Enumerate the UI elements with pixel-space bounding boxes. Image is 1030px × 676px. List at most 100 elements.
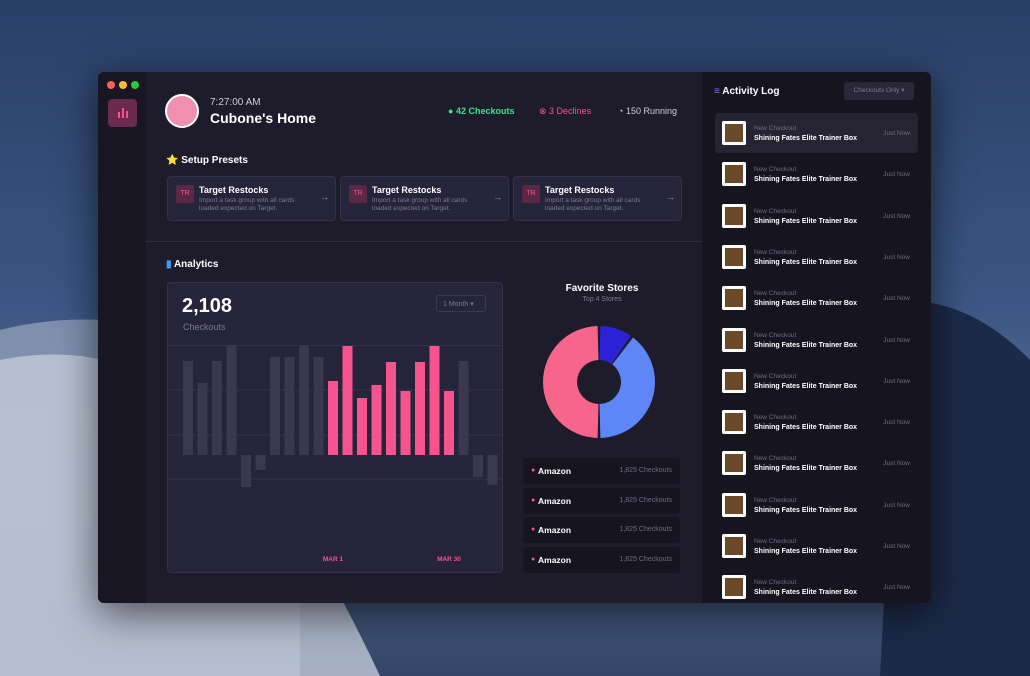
donut-segment — [599, 326, 631, 364]
item-product: Shining Fates Elite Trainer Box — [754, 176, 858, 184]
close[interactable] — [107, 81, 115, 89]
item-time: Just Now — [883, 212, 910, 220]
home-title: Cubone's Home — [210, 110, 317, 126]
thumbnail — [722, 286, 746, 311]
arrow: → — [666, 192, 675, 202]
donut-chart — [542, 326, 655, 438]
preset-title: Target Restocks — [372, 185, 442, 195]
store-count: 1,825 Checkouts — [619, 555, 672, 563]
stat-text: 42 Checkouts — [455, 106, 515, 116]
minimize[interactable] — [119, 81, 127, 89]
bar — [487, 455, 498, 485]
item-product: Shining Fates Elite Trainer Box — [754, 258, 858, 266]
preset-card[interactable]: TR Target Restocks Import a task group wit… — [340, 176, 509, 221]
bar — [429, 346, 440, 455]
activity-item[interactable]: New Checkout Shining Fates Elite Trainer … — [715, 402, 918, 442]
item-label: New Checkout — [754, 248, 797, 256]
badge: TR — [349, 185, 367, 203]
activity-item[interactable]: New Checkout Shining Fates Elite Trainer … — [715, 237, 918, 277]
bar — [357, 398, 367, 455]
activity-item[interactable]: New Checkout Shining Fates Elite Trainer … — [715, 154, 918, 194]
thumbnail — [722, 451, 746, 476]
item-label: New Checkout — [754, 455, 797, 463]
item-time: Just Now — [883, 171, 910, 179]
activity-item[interactable]: New Checkout Shining Fates Elite Trainer … — [715, 278, 918, 318]
item-label: New Checkout — [754, 538, 797, 545]
item-product: Shining Fates Elite Trainer Box — [754, 217, 858, 225]
dot: ● — [531, 467, 536, 474]
bar — [313, 357, 324, 455]
badge: TR — [522, 185, 540, 203]
bar — [270, 357, 280, 455]
bar — [241, 455, 251, 487]
text: Checkouts Only — [853, 87, 900, 94]
zoom[interactable] — [131, 81, 139, 89]
nav-analytics[interactable] — [108, 99, 137, 127]
bar — [444, 391, 454, 455]
bar — [328, 381, 338, 455]
activity-item[interactable]: New Checkout Shining Fates Elite Trainer … — [715, 361, 918, 401]
store-row[interactable]: ● Amazon 1,825 Checkouts — [523, 517, 680, 543]
item-time: Just Now — [883, 295, 910, 303]
activity-item[interactable]: New Checkout Shining Fates Elite Trainer … — [715, 485, 918, 525]
item-label: New Checkout — [754, 579, 797, 587]
preset-card[interactable]: TR Target Restocks Import a task group wit… — [513, 176, 682, 221]
dot: ● — [531, 496, 536, 504]
text: Analytics — [173, 259, 219, 270]
preset-title: Target Restocks — [545, 185, 615, 195]
activity-item[interactable]: New Checkout Shining Fates Elite Trainer … — [715, 196, 918, 236]
period-select[interactable]: 1 Month ▾ — [436, 295, 486, 312]
store-name: Amazon — [538, 466, 572, 476]
preset-text: Import a task group with all cards loade… — [199, 197, 295, 212]
store-row[interactable]: ● Amazon 1,825 Checkouts — [523, 458, 680, 484]
item-time: Just Now — [883, 253, 910, 261]
app-window: 7:27:00 AM Cubone's Home ● 42 Checkouts … — [98, 72, 931, 603]
badge: TR — [176, 185, 194, 203]
donut-segment — [542, 326, 599, 438]
store-count: 1,825 Checkouts — [619, 496, 672, 504]
item-label: New Checkout — [754, 331, 797, 339]
bar — [299, 346, 309, 455]
item-label: New Checkout — [754, 496, 797, 504]
activity-item[interactable]: New Checkout Shining Fates Elite Trainer … — [715, 443, 918, 483]
thumbnail — [722, 327, 746, 352]
item-time: Just Now — [883, 130, 910, 137]
store-row[interactable]: ● Amazon 1,825 Checkouts — [523, 546, 680, 573]
bar — [284, 357, 295, 455]
item-product: Shining Fates Elite Trainer Box — [754, 589, 858, 597]
item-time: Just Now — [883, 501, 910, 509]
item-time: Just Now — [883, 377, 910, 385]
pie-title: Favorite Stores — [565, 283, 639, 294]
item-product: Shining Fates Elite Trainer Box — [754, 548, 858, 555]
bar — [415, 362, 425, 455]
activity-item[interactable]: New Checkout Shining Fates Elite Trainer … — [715, 113, 918, 153]
preset-text: Import a task group with all cards loade… — [545, 197, 641, 212]
preset-card[interactable]: TR Target Restocks Import a task group wit… — [167, 176, 336, 221]
bar — [371, 385, 382, 455]
x-label: MAR 1 — [323, 556, 344, 563]
bar — [183, 361, 193, 455]
bar — [400, 391, 411, 455]
activity-item[interactable]: New Checkout Shining Fates Elite Trainer … — [715, 567, 918, 603]
store-row[interactable]: ● Amazon 1,825 Checkouts — [523, 487, 680, 514]
item-product: Shining Fates Elite Trainer Box — [754, 382, 858, 390]
divider — [146, 241, 702, 242]
item-label: New Checkout — [754, 372, 797, 380]
item-product: Shining Fates Elite Trainer Box — [754, 506, 858, 514]
activity-item[interactable]: New Checkout Shining Fates Elite Trainer … — [715, 320, 918, 360]
store-name: Amazon — [538, 525, 572, 535]
item-label: New Checkout — [754, 166, 797, 174]
thumbnail — [722, 534, 746, 558]
bar — [473, 455, 483, 477]
thumbnail — [722, 121, 746, 145]
time: 7:27:00 AM — [210, 97, 261, 108]
item-product: Shining Fates Elite Trainer Box — [754, 135, 858, 142]
bar — [255, 455, 266, 470]
item-time: Just Now — [883, 584, 910, 592]
thumbnail — [722, 492, 746, 517]
thumbnail — [722, 203, 746, 228]
filter-select[interactable]: Checkouts Only ▾ — [844, 82, 914, 100]
preset-text: Import a task group with all cards loade… — [372, 197, 468, 212]
activity-item[interactable]: New Checkout Shining Fates Elite Trainer … — [715, 526, 918, 566]
